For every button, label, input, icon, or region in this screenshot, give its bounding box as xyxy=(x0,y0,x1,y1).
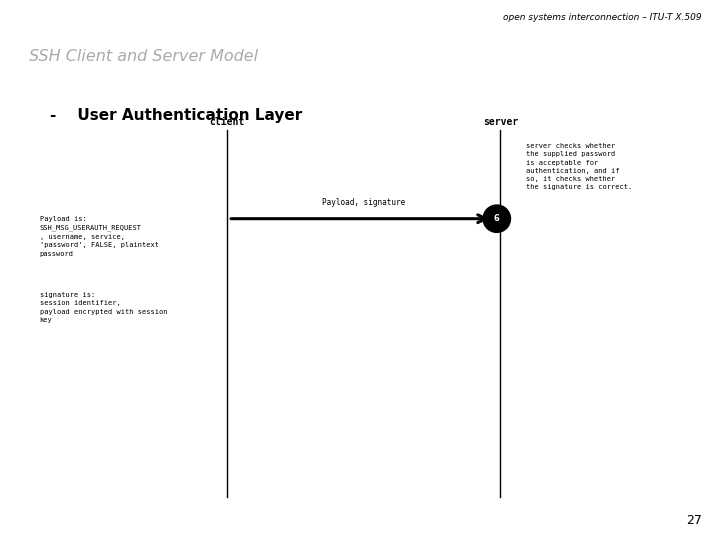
Text: client: client xyxy=(210,117,244,127)
Text: server: server xyxy=(483,117,518,127)
Text: 6: 6 xyxy=(494,214,500,223)
Text: SSH Client and Server Model: SSH Client and Server Model xyxy=(29,49,258,64)
Text: 27: 27 xyxy=(686,514,702,526)
Text: Payload is:
SSH_MSG_USERAUTH_REQUEST
, username, service,
'password', FALSE, pla: Payload is: SSH_MSG_USERAUTH_REQUEST , u… xyxy=(40,216,158,256)
Text: server checks whether
the supplied password
is acceptable for
authentication, an: server checks whether the supplied passw… xyxy=(526,143,632,191)
Text: open systems interconnection – ITU-T X.509: open systems interconnection – ITU-T X.5… xyxy=(503,14,702,23)
Text: -    User Authentication Layer: - User Authentication Layer xyxy=(50,108,302,123)
Ellipse shape xyxy=(483,205,510,232)
Text: signature is:
session identifier,
payload encrypted with session
key: signature is: session identifier, payloa… xyxy=(40,292,167,323)
Text: Payload, signature: Payload, signature xyxy=(322,198,405,207)
